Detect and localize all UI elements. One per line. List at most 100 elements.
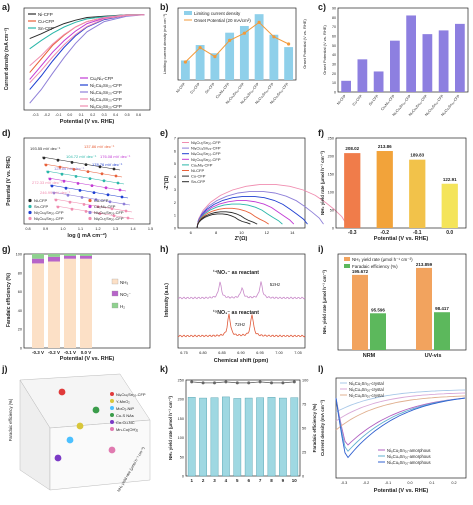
- panel-d-legend-label: Ni₆Cu₄Sn₂₀-CFP: [34, 216, 64, 221]
- panel-k-bar: [187, 397, 196, 477]
- panel-a-xlabel: Potential (V vs. RHE): [60, 119, 115, 125]
- panel-l-crystal-curve: [335, 392, 466, 422]
- panel-b-bar: [210, 53, 220, 80]
- panel-g-ytick: 20: [18, 328, 22, 332]
- panel-l-amorphous-curve: [335, 397, 466, 446]
- panel-f-bar: [441, 183, 458, 228]
- panel-c-ytick: 80: [332, 16, 336, 20]
- panel-d-frame: [23, 137, 151, 225]
- panel-letter-9: i): [318, 244, 324, 254]
- panel-letter-11: k): [160, 364, 168, 374]
- panel-k-category-label: 10: [292, 478, 298, 483]
- panel-k-y2tick: 25: [302, 451, 306, 455]
- panel-d-legend-swatch: [28, 210, 32, 215]
- panel-g-bar-segment: [48, 261, 60, 348]
- panel-k-ytick: 50: [180, 455, 184, 459]
- panel-j-legend-label: Ni₄Cu₆Sn₂₀-CFP: [116, 392, 146, 397]
- panel-j-legend-label: MoO₂-NiP: [116, 406, 134, 411]
- panel-k-category-label: 2: [202, 478, 205, 483]
- panel-d-fit-line: [43, 163, 123, 178]
- panel-d-slope-label: 272.33 mV dec⁻¹: [32, 180, 63, 185]
- panel-k-category-label: 5: [236, 478, 239, 483]
- panel-a-xtick: 0.3: [102, 113, 107, 117]
- panel-f-frame: [335, 137, 467, 229]
- panel-e-legend-label: Cu₆Ni₄-CFP: [191, 162, 213, 167]
- panel-b-onset-point: [242, 31, 246, 35]
- panel-l-legend-label: Ni₈Cu₂Sn₂₀-crystal: [349, 381, 384, 386]
- panel-k-fe-point: [258, 380, 262, 384]
- panel-g-ylabel: Faradaic efficiency (%): [6, 273, 12, 328]
- panel-f-value-label: 208.02: [345, 146, 359, 151]
- panel-f-category-label: 0.0: [446, 230, 453, 236]
- panel-a-series-line: [29, 14, 145, 104]
- panel-g-ytick: 100: [16, 253, 22, 257]
- panel-d-xtick: 1.0: [60, 227, 65, 231]
- panel-d-legend-swatch: [88, 216, 92, 221]
- panel-i-legend-swatch: [344, 264, 350, 268]
- panel-e-ytick: 3: [174, 188, 176, 192]
- panel-k-y2tick: 75: [302, 403, 306, 407]
- panel-i-ylabel: NH₃ yield rate (μmol h⁻¹ cm⁻²): [322, 269, 327, 334]
- panel-e-legend-label: Ni₆Cu₄Sn₂₀-CFP: [191, 146, 221, 151]
- panel-g-category-label: -0.3 V: [32, 350, 44, 355]
- panel-g-legend-swatch: [111, 278, 119, 285]
- panel-i-legend-label: NH₃ yield rate (μmol h⁻¹ cm⁻²): [352, 257, 413, 262]
- panel-b-frame: [177, 7, 297, 81]
- panel-l-crystal-curve: [335, 389, 466, 413]
- panel-d-legend-swatch: [28, 198, 32, 203]
- panel-e-xlabel: Z′(Ω): [235, 236, 248, 242]
- panel-g-bar-segment: [80, 254, 92, 256]
- panel-c-bar: [438, 30, 449, 92]
- panel-f-bar: [344, 153, 361, 228]
- panel-d-fit-line: [45, 170, 125, 185]
- panel-k-bar: [290, 397, 299, 477]
- panel-g-bar-segment: [64, 258, 76, 348]
- panel-b-onset-point: [228, 38, 232, 43]
- panel-l-frame: [335, 377, 467, 479]
- panel-d-legend-label: Sn-CFP: [34, 204, 49, 209]
- panel-a-legend-label: Cu₆Ni₄-CFP: [90, 76, 113, 81]
- panel-l-amorphous-curve: [335, 397, 466, 452]
- panel-f-value-label: 213.86: [378, 144, 392, 149]
- panel-b-y2label: Onset Potential (V vs. RHE): [302, 19, 307, 69]
- panel-b-category-label: Cu-CFP: [189, 82, 201, 95]
- panel-k-bar: [279, 397, 287, 477]
- panel-h-xtick: 6.75: [180, 351, 187, 355]
- panel-f-ylabel: NH₃ yield rate (μmol h⁻¹ cm⁻²): [320, 150, 325, 215]
- panel-d-legend-swatch: [88, 198, 92, 203]
- panel-l-xtick: 0.0: [407, 481, 412, 485]
- panel-i-bar-fe: [434, 312, 450, 350]
- panel-f-category-label: -0.1: [413, 230, 422, 236]
- panel-h-spectrum-14N: [177, 281, 306, 300]
- panel-h-xtick: 6.85: [218, 351, 225, 355]
- panel-i-category-label: UV-vis: [425, 353, 442, 359]
- panel-letter-4: d): [2, 128, 11, 138]
- panel-b-category-label: Ni-CFP: [176, 82, 187, 94]
- panel-a-xtick: 0.6: [136, 113, 141, 117]
- panel-k-y2tick: 100: [302, 379, 308, 383]
- panel-d-xtick: 1.1: [78, 227, 83, 231]
- panel-d-xlabel: log (j mA cm⁻²): [67, 232, 107, 239]
- panel-a-xtick: 0.1: [79, 113, 84, 117]
- panel-k-y2tick: 0: [302, 475, 304, 479]
- panel-e-legend-label: Ni-CFP: [191, 168, 204, 173]
- panel-k-fe-point: [292, 380, 296, 384]
- panel-j-point: [76, 422, 84, 430]
- panel-i-frame: [337, 253, 467, 351]
- panel-k-fe-point: [235, 381, 239, 385]
- panel-e-nyquist-curve: [196, 190, 324, 229]
- panel-e-frame: [177, 137, 306, 229]
- panel-a-legend-label: Cu-CFP: [38, 19, 54, 24]
- panel-f-bar: [409, 159, 426, 228]
- panel-c-ytick: 50: [332, 44, 336, 48]
- panel-c-bar: [422, 34, 433, 92]
- panel-j-legend-swatch: [110, 406, 114, 410]
- panel-l-xtick: 0.1: [429, 481, 434, 485]
- panel-d-xtick: 0.9: [43, 227, 48, 231]
- panel-g-legend-label: NH₃: [120, 280, 128, 285]
- panel-e-legend-label: Sn-CFP: [191, 179, 206, 184]
- panel-e-xtick: 6: [190, 230, 193, 235]
- panel-a-legend-label: Sn-CFP: [38, 26, 54, 31]
- panel-k-bar: [244, 397, 253, 477]
- panel-g-legend-swatch: [111, 290, 119, 297]
